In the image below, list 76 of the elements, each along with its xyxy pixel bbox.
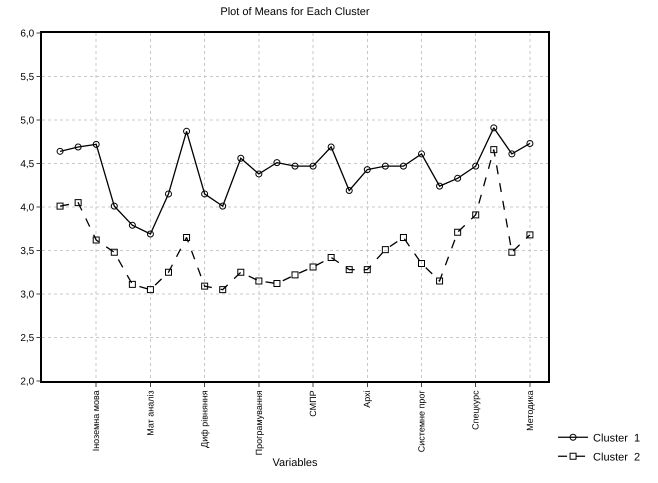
point: [56, 202, 64, 210]
point: [255, 170, 262, 178]
point: [183, 128, 190, 135]
point: [128, 280, 136, 288]
x-tick-label: Методика: [524, 390, 535, 431]
y-tick-label: 6,0: [20, 28, 35, 40]
x-tick-label: Іноземна мова: [91, 390, 102, 452]
point: [201, 190, 208, 198]
y-tick-label: 5,0: [20, 116, 35, 126]
point: [255, 277, 262, 284]
point: [273, 280, 280, 288]
point: [472, 211, 480, 218]
point: [346, 266, 353, 274]
x-tick-label: Мат аналіз: [145, 390, 156, 436]
point: [56, 148, 64, 155]
y-tick-label: 4,5: [20, 159, 35, 170]
x-tick-label: Архі: [362, 390, 372, 408]
point: [490, 146, 498, 154]
y-tick-label: 4,0: [20, 202, 35, 214]
point: [526, 140, 534, 147]
point: [436, 182, 444, 190]
y-tick-label: 3,0: [20, 290, 35, 300]
point: [165, 190, 172, 198]
chart-title: Plot of Means for Each Cluster: [220, 6, 370, 18]
point: [183, 234, 190, 241]
point: [110, 248, 118, 256]
x-tick-label: Диф рівняння: [200, 390, 210, 448]
point: [310, 264, 317, 271]
point: [364, 266, 371, 274]
point: [292, 271, 298, 278]
legend-label: Cluster 1: [593, 432, 640, 445]
point: [418, 150, 425, 158]
y-tick-label: 5,5: [20, 72, 35, 83]
point: [382, 246, 389, 254]
point: [436, 277, 444, 284]
point: [454, 174, 462, 182]
point: [418, 260, 425, 268]
point: [454, 228, 462, 236]
y-tick-label: 2,5: [20, 333, 35, 344]
point: [364, 166, 371, 174]
point: [472, 162, 480, 170]
point: [237, 268, 244, 276]
x-axis-title: Variables: [272, 457, 318, 470]
point: [310, 162, 317, 170]
x-tick-label: Спецкурс: [470, 390, 481, 430]
point: [400, 234, 407, 241]
y-tick-label: 2,0: [20, 376, 35, 388]
point: [128, 222, 136, 229]
point: [328, 254, 335, 261]
point: [328, 143, 335, 150]
point: [490, 124, 498, 132]
point: [92, 140, 100, 148]
point: [110, 202, 118, 210]
point: [400, 162, 407, 170]
legend-label: Cluster 2: [593, 452, 640, 464]
point: [92, 236, 100, 244]
point: [292, 162, 298, 170]
point: [508, 150, 516, 158]
point: [146, 286, 154, 294]
point: [219, 286, 226, 294]
point: [382, 162, 389, 170]
point: [74, 143, 82, 150]
y-tick-label: 3,5: [20, 246, 35, 257]
x-tick-label: СМПР: [308, 390, 318, 417]
point: [74, 199, 82, 206]
point: [508, 248, 516, 256]
point: [165, 268, 172, 276]
point: [526, 231, 534, 238]
x-tick-label: Системне прог: [416, 390, 426, 452]
point: [237, 154, 244, 162]
point: [146, 230, 154, 238]
point: [346, 186, 353, 194]
point: [273, 159, 280, 166]
x-tick-label: Програмування: [254, 390, 264, 456]
point: [201, 282, 208, 290]
point: [219, 202, 226, 210]
